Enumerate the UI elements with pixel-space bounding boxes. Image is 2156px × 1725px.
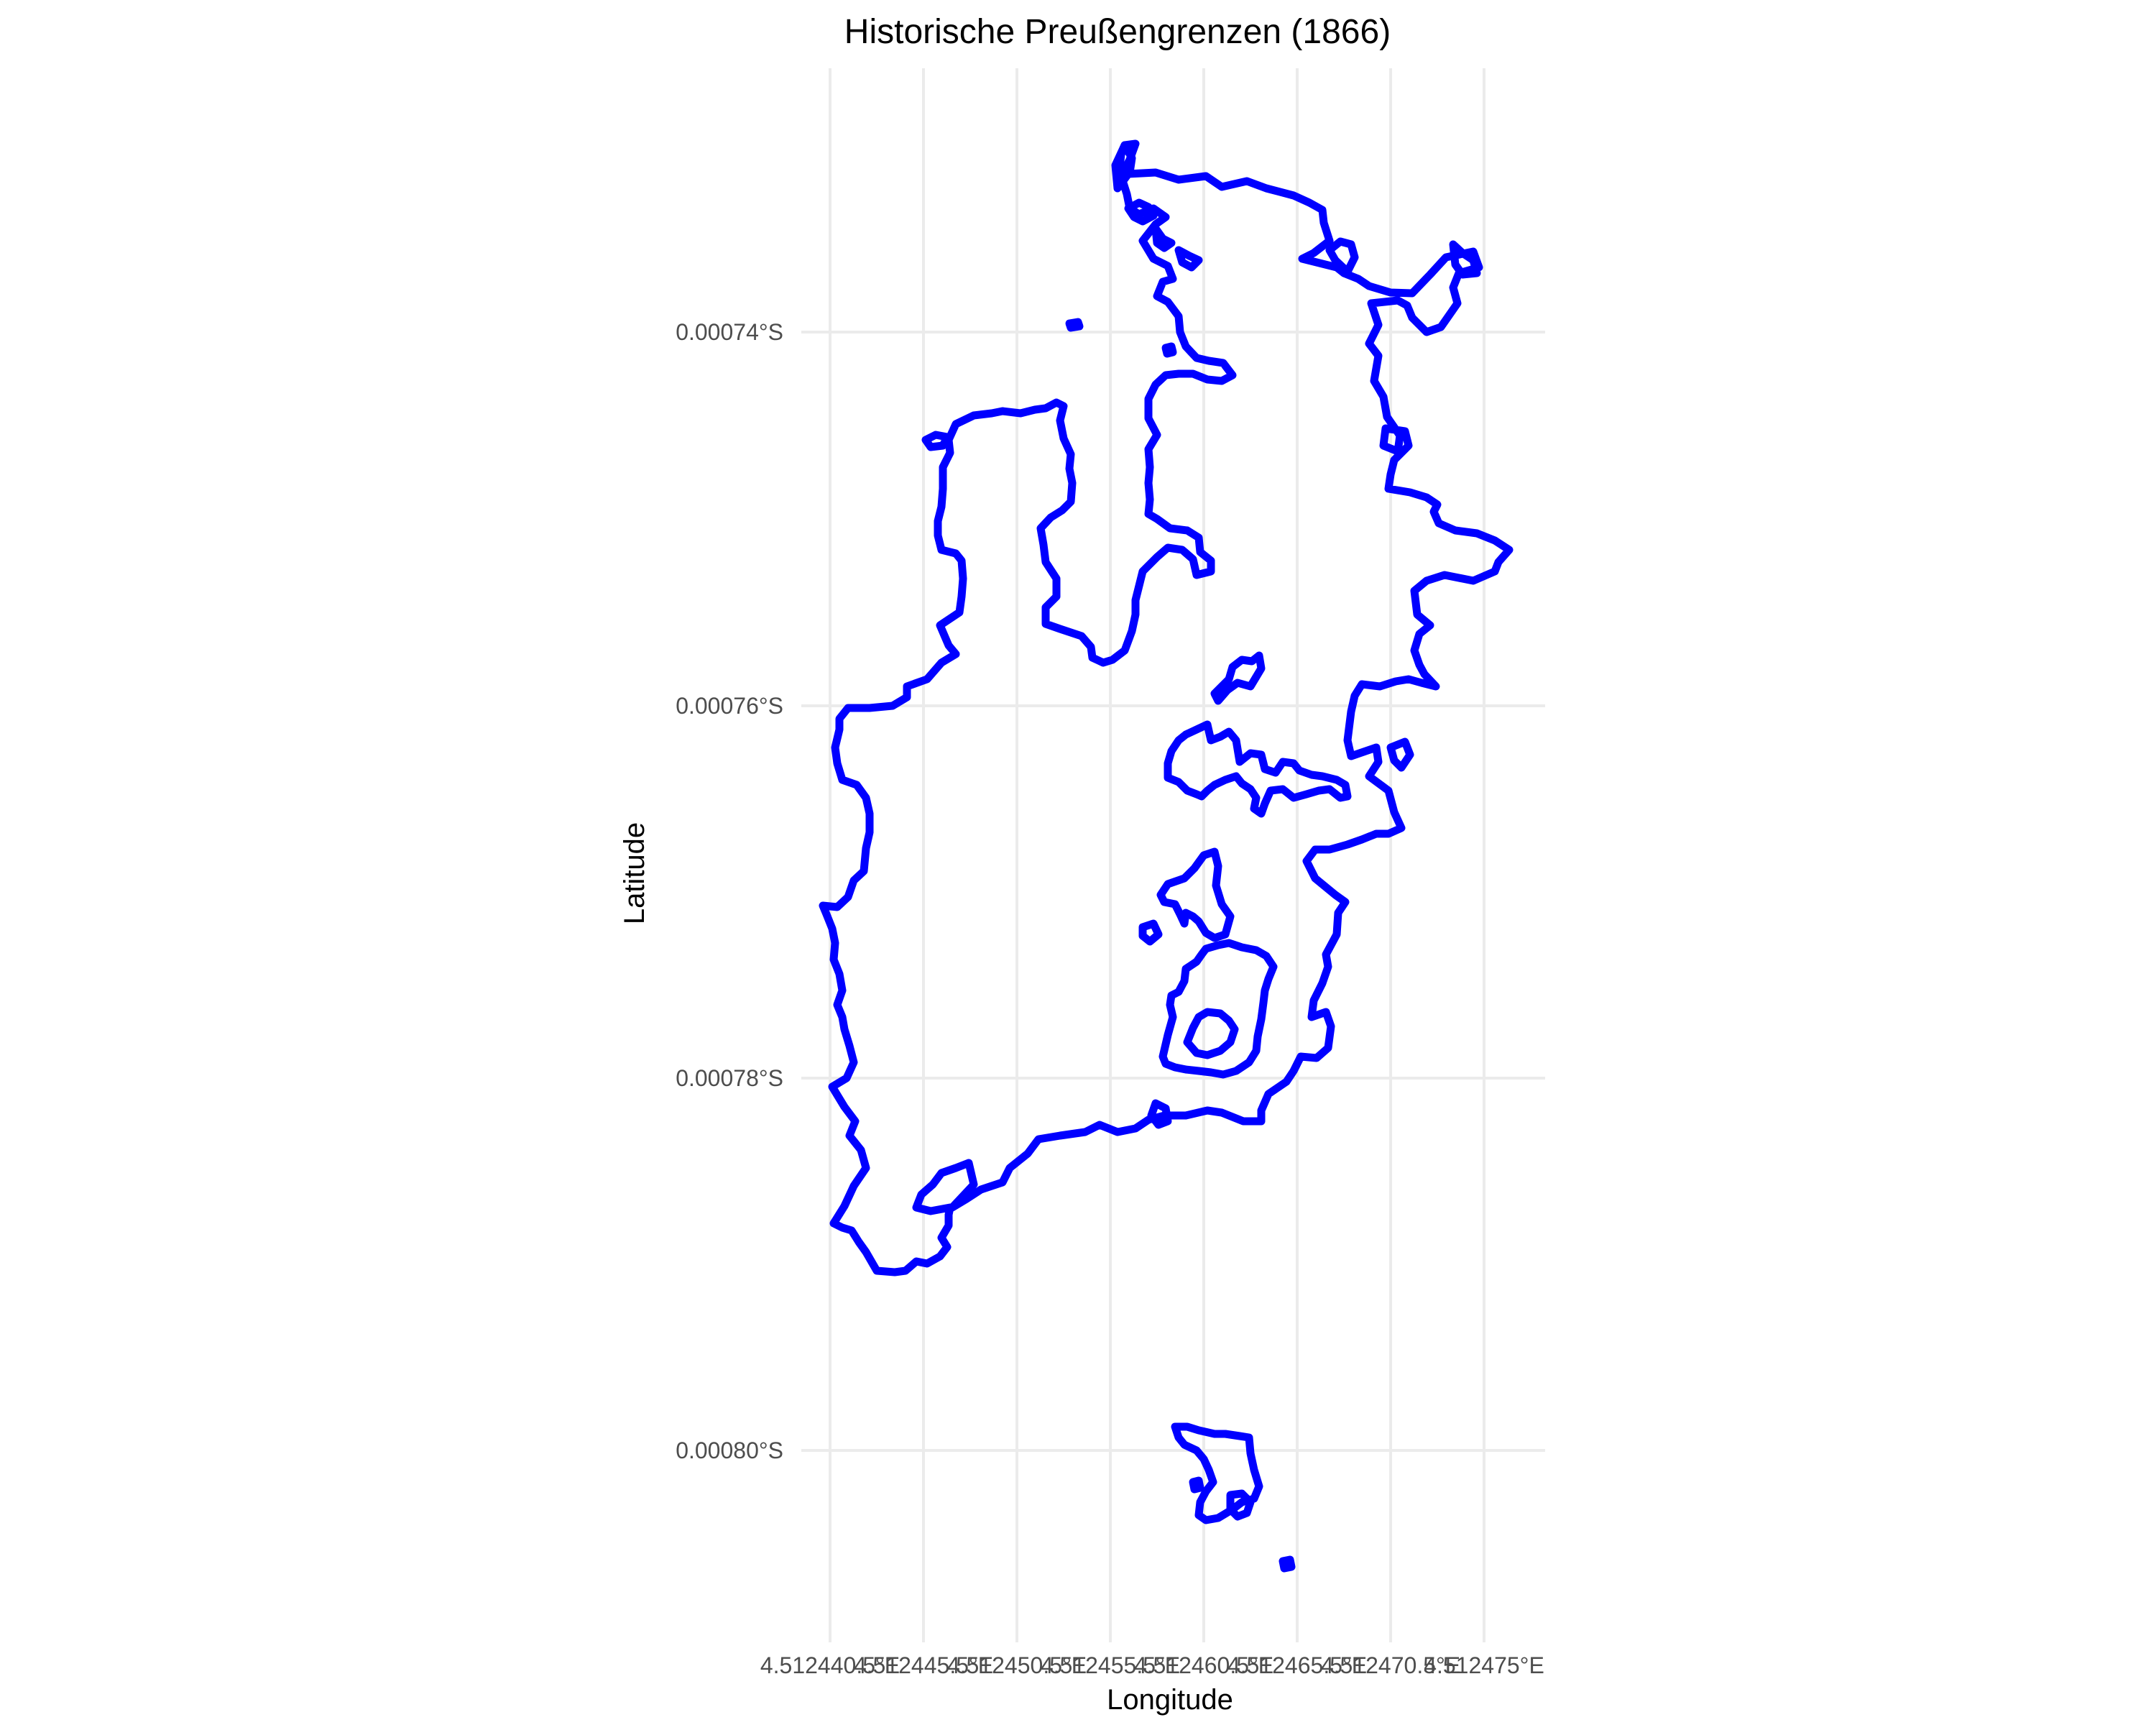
inner-ring-upper-peak-boundary: [1210, 651, 1266, 705]
inner-ring-middle-boundary: [1156, 847, 1235, 942]
x-tick-label: 4.512450.5°E: [947, 1652, 1087, 1678]
west-inlet-boundary: [1138, 919, 1163, 946]
x-tick-label: 4.512440.5°E: [760, 1652, 900, 1678]
inner-ring-lower-hole-boundary: [1183, 1008, 1239, 1059]
x-tick-label: 4.512470.5°E: [1321, 1652, 1460, 1678]
y-tick-label: 0.00078°S: [676, 1065, 783, 1091]
north-coast-outline: [1115, 141, 1203, 272]
main-territory-boundary: [819, 139, 1514, 1276]
southern-islet-boundary: [1189, 1476, 1204, 1494]
y-tick-label: 0.00080°S: [676, 1438, 783, 1463]
small-islet-south-boundary: [1279, 1555, 1296, 1573]
inner-ring-lower-boundary: [1158, 939, 1278, 1079]
southern-exclave-inner-boundary: [1226, 1489, 1255, 1521]
x-tick-label: 4.512475°E: [1424, 1652, 1544, 1678]
x-tick-label: 4.512445.5°E: [854, 1652, 993, 1678]
east-inlet-boundary: [1386, 737, 1414, 772]
x-axis-title: Longitude: [1107, 1684, 1233, 1716]
chart-title: Historische Preußengrenzen (1866): [844, 13, 1391, 51]
inner-ring-upper-boundary: [1164, 720, 1352, 818]
inner-ring-lower-island-boundary: [1147, 1099, 1172, 1129]
x-tick-label: 4.512460.5°E: [1134, 1652, 1273, 1678]
boundaries: [819, 139, 1514, 1573]
y-tick-label: 0.00076°S: [676, 693, 783, 719]
y-axis-title: Latitude: [619, 822, 650, 924]
x-tick-label: 4.512465.5°E: [1227, 1652, 1367, 1678]
y-tick-label: 0.00074°S: [676, 319, 783, 345]
x-tick-labels: 4.512440.5°E 4.512445.5°E 4.512450.5°E 4…: [760, 1652, 1544, 1678]
x-tick-label: 4.512455.5°E: [1041, 1652, 1180, 1678]
north-islet-boundary: [1161, 342, 1177, 358]
north-islet-boundary: [1065, 318, 1084, 332]
northwest-small-island-boundary: [921, 431, 952, 451]
east-peninsula-outline: [1325, 237, 1481, 279]
y-tick-labels: 0.00074°S 0.00076°S 0.00078°S 0.00080°S: [676, 319, 783, 1463]
